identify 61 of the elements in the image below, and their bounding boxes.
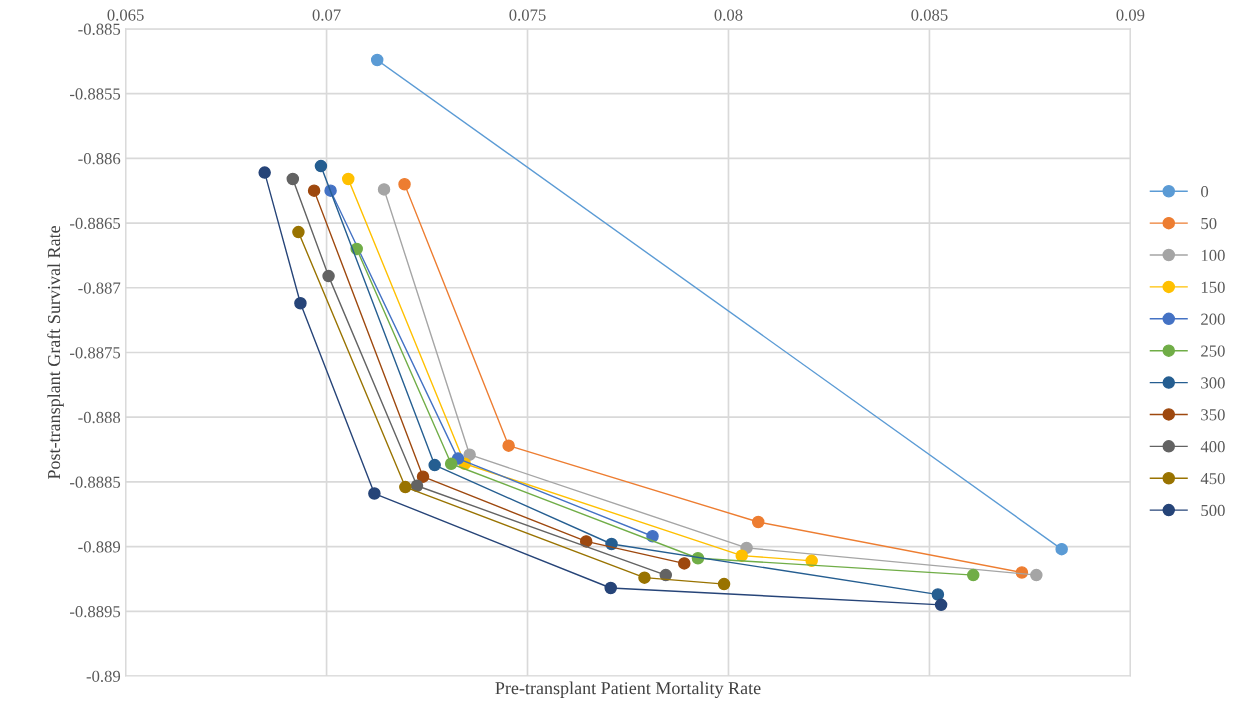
point (678, 557, 691, 570)
y-tick-label: -0.8855 (69, 88, 121, 100)
x-axis-title: Pre-transplant Patient Mortality Rate (495, 681, 761, 698)
legend-label: 0 (1201, 186, 1209, 198)
y-tick-label: -0.885 (78, 23, 121, 35)
y-tick-label: -0.8875 (69, 347, 121, 359)
x-tick-label: 0.075 (509, 9, 546, 21)
legend-label: 450 (1200, 472, 1225, 485)
x-tick-label: 0.07 (312, 9, 341, 21)
point (751, 515, 765, 529)
y-tick-label: -0.8865 (69, 217, 121, 230)
legend-label: 400 (1200, 441, 1225, 453)
y-axis-title: Post-transplant Graft Survival Rate (47, 225, 64, 480)
legend-label: 250 (1201, 345, 1225, 357)
point (398, 177, 411, 191)
legend-label: 300 (1201, 377, 1225, 389)
y-tick-label: -0.8895 (69, 606, 121, 618)
point (286, 172, 300, 186)
legend-label: 200 (1201, 313, 1225, 325)
point (410, 479, 424, 493)
point (322, 269, 335, 283)
legend-label: 350 (1201, 409, 1225, 421)
point (604, 581, 617, 595)
legend-label: 150 (1201, 281, 1225, 293)
point (1055, 542, 1068, 556)
legend-label: 500 (1201, 504, 1225, 517)
y-tick-label: -0.889 (78, 541, 121, 553)
y-tick-label: -0.887 (78, 282, 121, 294)
point (463, 448, 476, 461)
point (292, 225, 305, 239)
point (428, 458, 441, 472)
point (934, 598, 948, 612)
legend-label: 100 (1201, 249, 1225, 262)
point (502, 439, 515, 452)
y-tick-label: -0.886 (78, 153, 121, 165)
y-tick-label: -0.8885 (69, 476, 121, 488)
point (1030, 568, 1043, 582)
point (294, 297, 307, 310)
point (931, 588, 945, 601)
y-tick-label: -0.888 (78, 411, 121, 424)
x-tick-label: 0.065 (107, 9, 144, 21)
point (416, 470, 430, 483)
point (638, 571, 651, 584)
x-tick-label: 0.09 (1116, 9, 1145, 21)
point (735, 549, 748, 562)
point (717, 577, 731, 591)
y-tick-label: -0.89 (86, 670, 121, 683)
point (258, 166, 271, 179)
x-tick-label: 0.085 (911, 9, 948, 21)
point (377, 183, 391, 196)
point (966, 568, 980, 582)
point (342, 172, 355, 186)
point (579, 535, 593, 548)
point (370, 53, 384, 67)
point (444, 457, 458, 471)
point (314, 159, 328, 173)
point (368, 487, 381, 500)
point (307, 184, 321, 197)
x-tick-label: 0.08 (714, 9, 743, 21)
legend-label: 50 (1201, 217, 1217, 230)
point (399, 480, 412, 494)
